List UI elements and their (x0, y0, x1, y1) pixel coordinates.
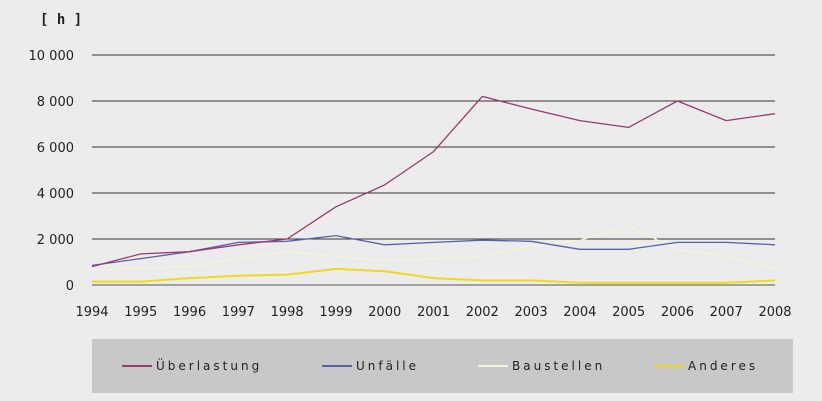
x-tick-label: 2006 (661, 305, 694, 320)
x-tick-label: 1996 (173, 305, 206, 320)
series-line-3 (92, 267, 776, 284)
legend-label: Unfälle (356, 359, 420, 373)
series-line-2 (91, 225, 776, 271)
legend-label: Anderes (688, 359, 759, 373)
x-tick-label: 1994 (75, 305, 108, 320)
x-tick-label: 2002 (466, 305, 499, 320)
legend-swatch (322, 365, 352, 367)
legend-item-baustellen: Baustellen (478, 357, 605, 375)
legend-swatch (478, 365, 508, 367)
legend-item-ueberlastung: Überlastung (122, 357, 262, 375)
legend-item-anderes: Anderes (654, 357, 758, 375)
x-tick-label: 2004 (563, 305, 596, 320)
x-tick-label: 1999 (319, 305, 352, 320)
x-tick-label: 2001 (417, 305, 450, 320)
y-tick-label: 6 000 (37, 141, 74, 156)
legend-label: Überlastung (156, 359, 263, 373)
x-tick-label: 2008 (758, 305, 791, 320)
y-tick-label: 10 000 (29, 49, 75, 64)
x-tick-label: 2000 (368, 305, 401, 320)
legend-label: Baustellen (512, 359, 606, 373)
y-tick-label: 8 000 (37, 95, 74, 110)
x-tick-label: 2007 (710, 305, 743, 320)
x-tick-label: 1995 (124, 305, 157, 320)
y-tick-label: 4 000 (37, 187, 74, 202)
x-tick-label: 1997 (222, 305, 255, 320)
x-tick-label: 1998 (271, 305, 304, 320)
legend: Überlastung Unfälle Baustellen Anderes (92, 339, 793, 393)
legend-swatch (122, 365, 152, 367)
y-unit-label: [ h ] (40, 12, 82, 28)
series-line-0 (91, 95, 776, 268)
legend-item-unfaelle: Unfälle (322, 357, 419, 375)
x-tick-label: 2003 (515, 305, 548, 320)
y-tick-label: 2 000 (37, 233, 74, 248)
x-tick-label: 2005 (612, 305, 645, 320)
y-tick-label: 0 (66, 279, 74, 294)
series-line-1 (91, 234, 776, 267)
legend-swatch (654, 365, 684, 367)
